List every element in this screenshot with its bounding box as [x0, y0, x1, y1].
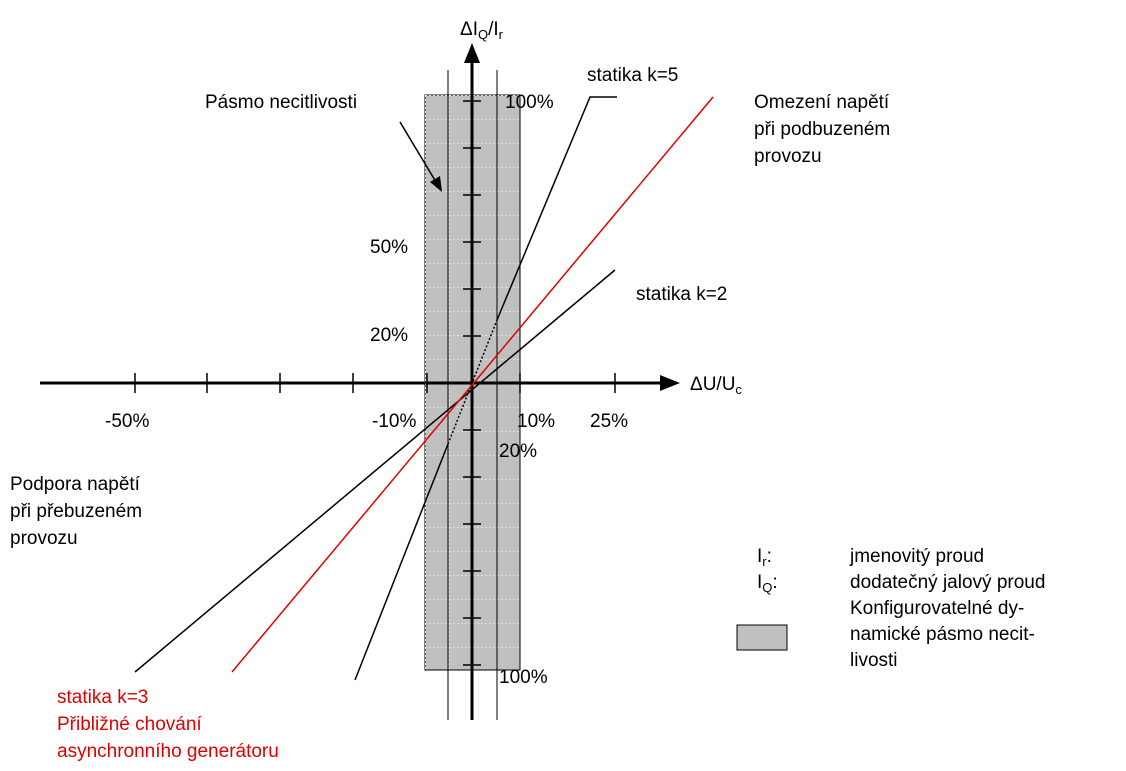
- x-tick-label: 10%: [517, 411, 555, 432]
- x-tick-label: 25%: [590, 411, 628, 432]
- k2-label: statika k=2: [636, 284, 727, 305]
- deadband-label: Pásmo necitlivosti: [205, 92, 357, 113]
- legend-swatch: [736, 624, 788, 651]
- x-tick-label: 20%: [499, 441, 537, 462]
- legend-text: Konfigurovatelné dy- namické pásmo necit…: [850, 598, 1040, 671]
- x-tick-label: -50%: [105, 411, 149, 432]
- k5-label: statika k=5: [587, 65, 678, 86]
- x-arrow: [660, 375, 680, 391]
- y-axis-label: ΔIQ/Ir: [460, 19, 504, 42]
- pointer: [399, 121, 437, 183]
- pointer-head: [430, 176, 442, 192]
- y-tick-label: 100%: [499, 667, 548, 688]
- x-tick-label: -10%: [372, 411, 416, 432]
- line-k5: [496, 96, 617, 321]
- line-k2: [134, 269, 616, 673]
- legend-text: jmenovitý proud: [849, 546, 984, 567]
- x-axis-label: ΔU/Uc: [690, 374, 742, 397]
- y-tick-label: 50%: [370, 237, 408, 258]
- lower-left-label: Podpora napětí při přebuzeném provozu: [10, 474, 147, 549]
- y-tick-label: 20%: [370, 325, 408, 346]
- legend-text: dodatečný jalový proud: [850, 572, 1045, 593]
- upper-right-label: Omezení napětí při podbuzeném provozu: [754, 92, 896, 167]
- k3-label: statika k=3 Přibližné chování asynchronn…: [57, 687, 279, 762]
- line-k5: [354, 443, 449, 681]
- legend-symbol: Ir:: [757, 546, 772, 569]
- line-k3: [231, 96, 714, 673]
- legend-symbol: IQ:: [757, 572, 778, 595]
- y-tick-label: 100%: [505, 92, 554, 113]
- y-arrow: [464, 43, 480, 63]
